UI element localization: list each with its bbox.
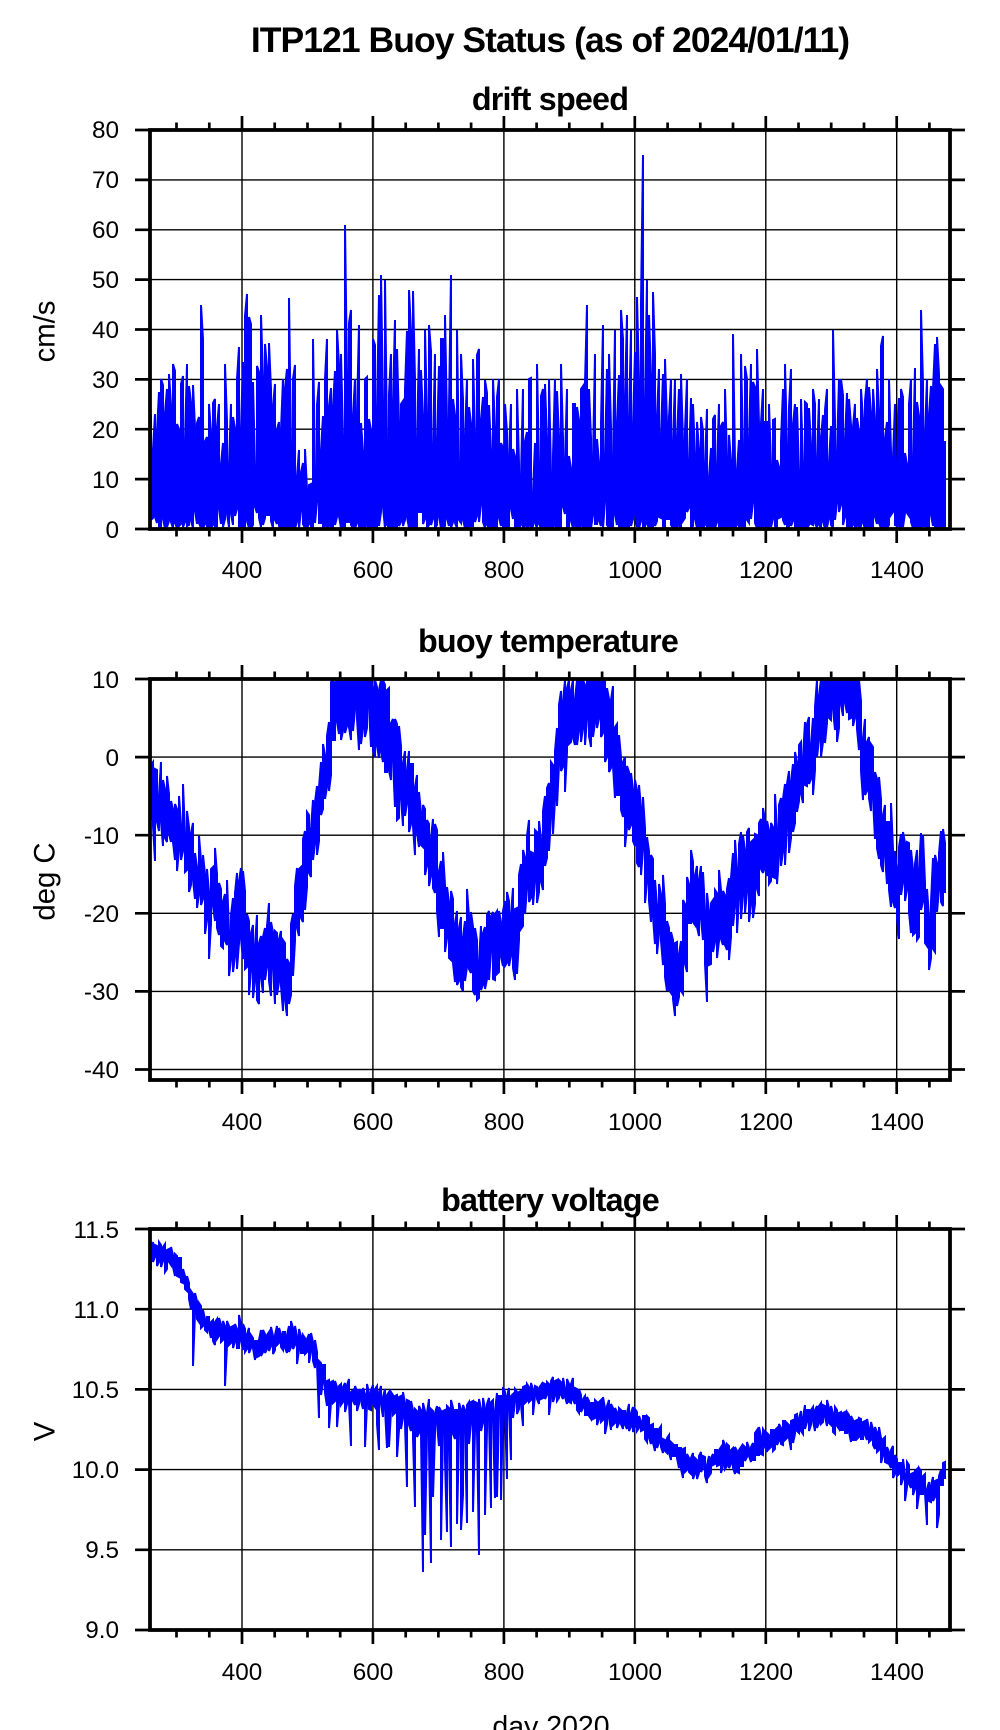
svg-text:1400: 1400: [870, 1109, 924, 1136]
svg-text:10.0: 10.0: [72, 1457, 119, 1484]
svg-text:10.5: 10.5: [72, 1377, 119, 1404]
svg-text:80: 80: [92, 117, 119, 144]
svg-text:600: 600: [353, 1659, 394, 1686]
svg-text:-30: -30: [84, 979, 119, 1006]
svg-text:400: 400: [222, 557, 263, 584]
svg-text:1400: 1400: [870, 1659, 924, 1686]
svg-text:30: 30: [92, 367, 119, 394]
svg-text:11.0: 11.0: [74, 1297, 120, 1324]
svg-text:800: 800: [484, 1659, 525, 1686]
svg-text:40: 40: [92, 317, 119, 344]
svg-text:1000: 1000: [608, 557, 662, 584]
svg-text:drift speed: drift speed: [472, 81, 628, 117]
svg-text:-20: -20: [84, 901, 119, 928]
svg-text:400: 400: [222, 1109, 263, 1136]
svg-text:-10: -10: [84, 823, 119, 850]
svg-text:ITP121 Buoy Status (as of 2024: ITP121 Buoy Status (as of 2024/01/11): [251, 20, 849, 60]
svg-text:600: 600: [353, 557, 394, 584]
svg-text:-40: -40: [84, 1057, 119, 1084]
svg-text:800: 800: [484, 557, 525, 584]
svg-text:day 2020: day 2020: [492, 1711, 609, 1730]
svg-text:cm/s: cm/s: [29, 301, 62, 363]
svg-text:11.5: 11.5: [74, 1217, 120, 1244]
svg-text:70: 70: [92, 167, 119, 194]
svg-text:20: 20: [92, 417, 119, 444]
svg-text:60: 60: [92, 217, 119, 244]
svg-text:0: 0: [105, 745, 119, 772]
svg-text:1200: 1200: [739, 557, 793, 584]
svg-text:10: 10: [92, 467, 119, 494]
svg-text:V: V: [29, 1421, 62, 1441]
svg-text:1200: 1200: [739, 1659, 793, 1686]
svg-text:800: 800: [484, 1109, 525, 1136]
svg-text:9.0: 9.0: [85, 1617, 119, 1644]
svg-text:0: 0: [105, 517, 119, 544]
svg-text:9.5: 9.5: [85, 1537, 119, 1564]
svg-text:600: 600: [353, 1109, 394, 1136]
svg-text:deg C: deg C: [29, 842, 62, 920]
svg-text:buoy temperature: buoy temperature: [418, 623, 678, 659]
svg-text:1400: 1400: [870, 557, 924, 584]
svg-text:400: 400: [222, 1659, 263, 1686]
svg-text:1200: 1200: [739, 1109, 793, 1136]
svg-text:battery voltage: battery voltage: [441, 1182, 659, 1218]
svg-text:1000: 1000: [608, 1659, 662, 1686]
svg-text:10: 10: [92, 667, 119, 694]
svg-text:1000: 1000: [608, 1109, 662, 1136]
svg-text:50: 50: [92, 267, 119, 294]
